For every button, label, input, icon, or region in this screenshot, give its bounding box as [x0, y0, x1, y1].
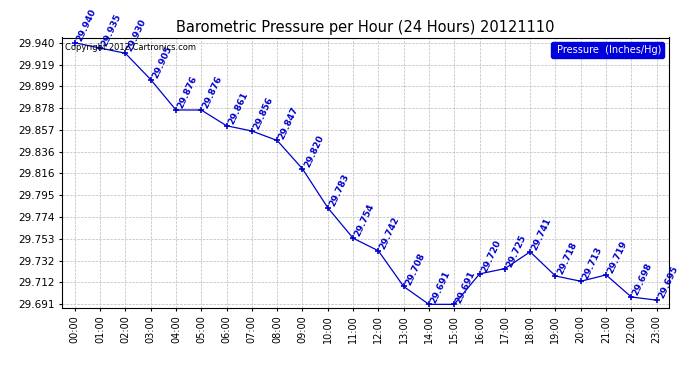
Text: 29.719: 29.719	[606, 239, 629, 275]
Legend: Pressure  (Inches/Hg): Pressure (Inches/Hg)	[551, 42, 664, 58]
Text: 29.691: 29.691	[429, 269, 452, 304]
Text: Copyright 2012 Cartronics.com: Copyright 2012 Cartronics.com	[65, 43, 196, 52]
Text: 29.720: 29.720	[480, 238, 502, 274]
Text: 29.940: 29.940	[75, 8, 98, 43]
Text: 29.742: 29.742	[378, 215, 402, 251]
Text: 29.935: 29.935	[100, 13, 123, 48]
Text: 29.861: 29.861	[226, 90, 249, 126]
Text: 29.905: 29.905	[150, 44, 173, 80]
Text: 29.820: 29.820	[302, 134, 325, 169]
Text: 29.930: 29.930	[126, 18, 148, 53]
Text: 29.856: 29.856	[252, 96, 275, 131]
Text: 29.847: 29.847	[277, 105, 300, 141]
Text: 29.695: 29.695	[657, 265, 680, 300]
Text: 29.725: 29.725	[505, 233, 528, 268]
Text: 29.713: 29.713	[581, 246, 604, 281]
Text: 29.754: 29.754	[353, 202, 376, 238]
Text: 29.741: 29.741	[530, 216, 553, 252]
Text: 29.876: 29.876	[201, 75, 224, 110]
Title: Barometric Pressure per Hour (24 Hours) 20121110: Barometric Pressure per Hour (24 Hours) …	[177, 20, 555, 35]
Text: 29.876: 29.876	[176, 75, 199, 110]
Text: 29.691: 29.691	[454, 269, 477, 304]
Text: 29.708: 29.708	[404, 251, 426, 286]
Text: 29.718: 29.718	[555, 241, 578, 276]
Text: 29.698: 29.698	[631, 262, 654, 297]
Text: 29.783: 29.783	[328, 172, 351, 208]
